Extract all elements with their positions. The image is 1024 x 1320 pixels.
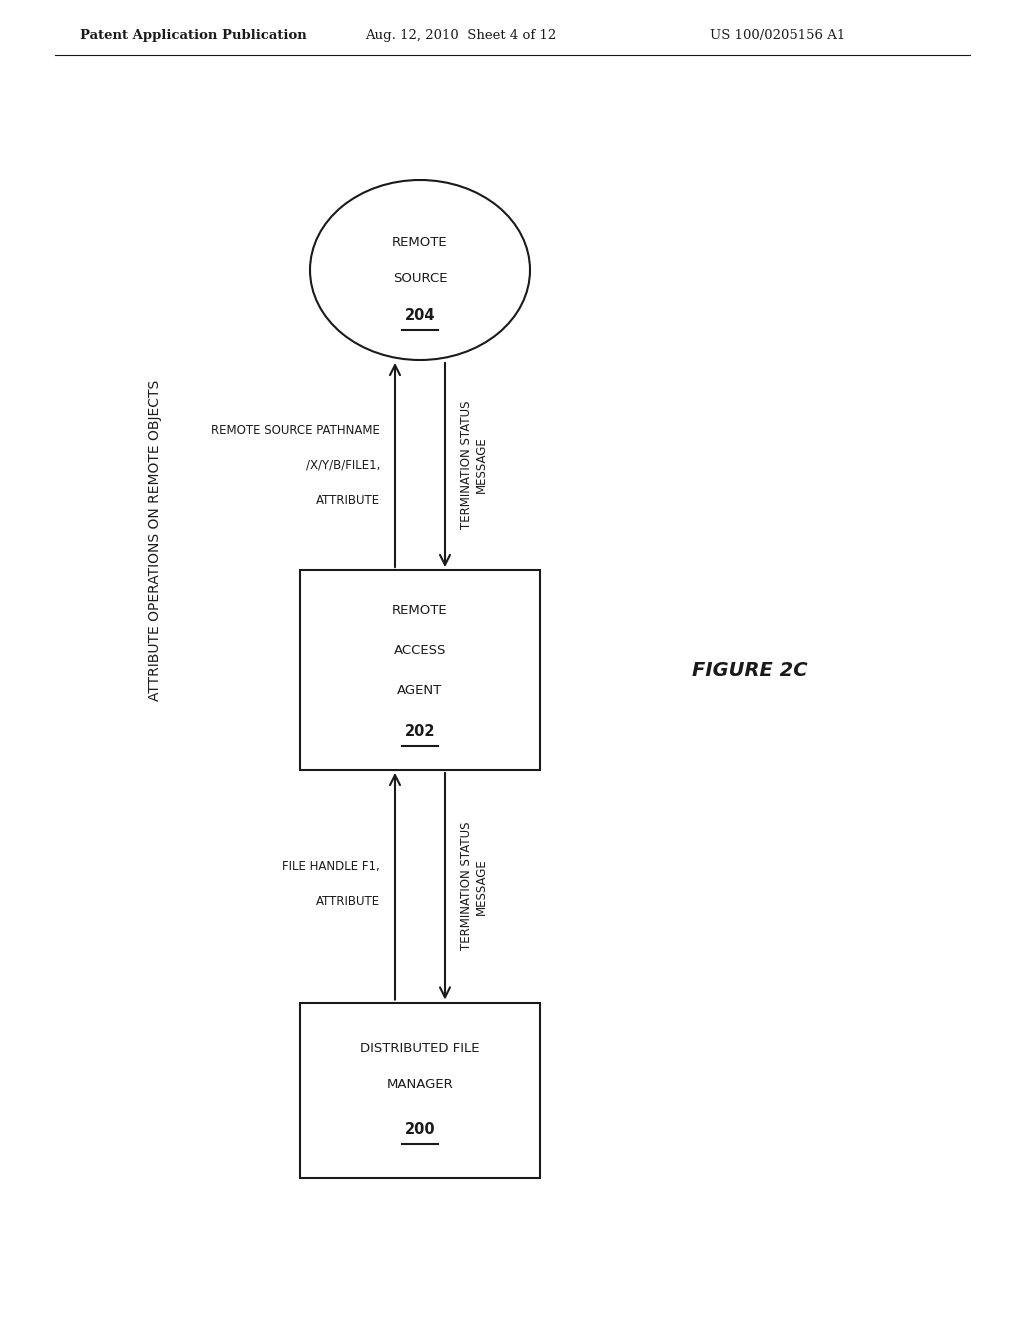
Text: ATTRIBUTE OPERATIONS ON REMOTE OBJECTS: ATTRIBUTE OPERATIONS ON REMOTE OBJECTS <box>148 379 162 701</box>
Text: US 100/0205156 A1: US 100/0205156 A1 <box>710 29 845 41</box>
Text: MANAGER: MANAGER <box>387 1078 454 1092</box>
Ellipse shape <box>310 180 530 360</box>
Text: FILE HANDLE F1,: FILE HANDLE F1, <box>283 859 380 873</box>
Text: 200: 200 <box>404 1122 435 1138</box>
Text: DISTRIBUTED FILE: DISTRIBUTED FILE <box>360 1041 480 1055</box>
Text: TERMINATION STATUS
MESSAGE: TERMINATION STATUS MESSAGE <box>460 822 488 950</box>
Text: AGENT: AGENT <box>397 684 442 697</box>
Text: 204: 204 <box>404 309 435 323</box>
FancyBboxPatch shape <box>300 570 540 770</box>
Text: REMOTE: REMOTE <box>392 603 447 616</box>
Text: REMOTE SOURCE PATHNAME: REMOTE SOURCE PATHNAME <box>211 424 380 437</box>
Text: ATTRIBUTE: ATTRIBUTE <box>315 494 380 507</box>
Text: REMOTE: REMOTE <box>392 235 447 248</box>
Text: ATTRIBUTE: ATTRIBUTE <box>315 895 380 908</box>
Text: Aug. 12, 2010  Sheet 4 of 12: Aug. 12, 2010 Sheet 4 of 12 <box>365 29 556 41</box>
Text: Patent Application Publication: Patent Application Publication <box>80 29 307 41</box>
Text: SOURCE: SOURCE <box>393 272 447 285</box>
Text: /X/Y/B/FILE1,: /X/Y/B/FILE1, <box>305 458 380 471</box>
Text: FIGURE 2C: FIGURE 2C <box>692 660 808 680</box>
Text: 202: 202 <box>404 725 435 739</box>
Text: TERMINATION STATUS
MESSAGE: TERMINATION STATUS MESSAGE <box>460 401 488 529</box>
Text: ACCESS: ACCESS <box>394 644 446 656</box>
FancyBboxPatch shape <box>300 1002 540 1177</box>
